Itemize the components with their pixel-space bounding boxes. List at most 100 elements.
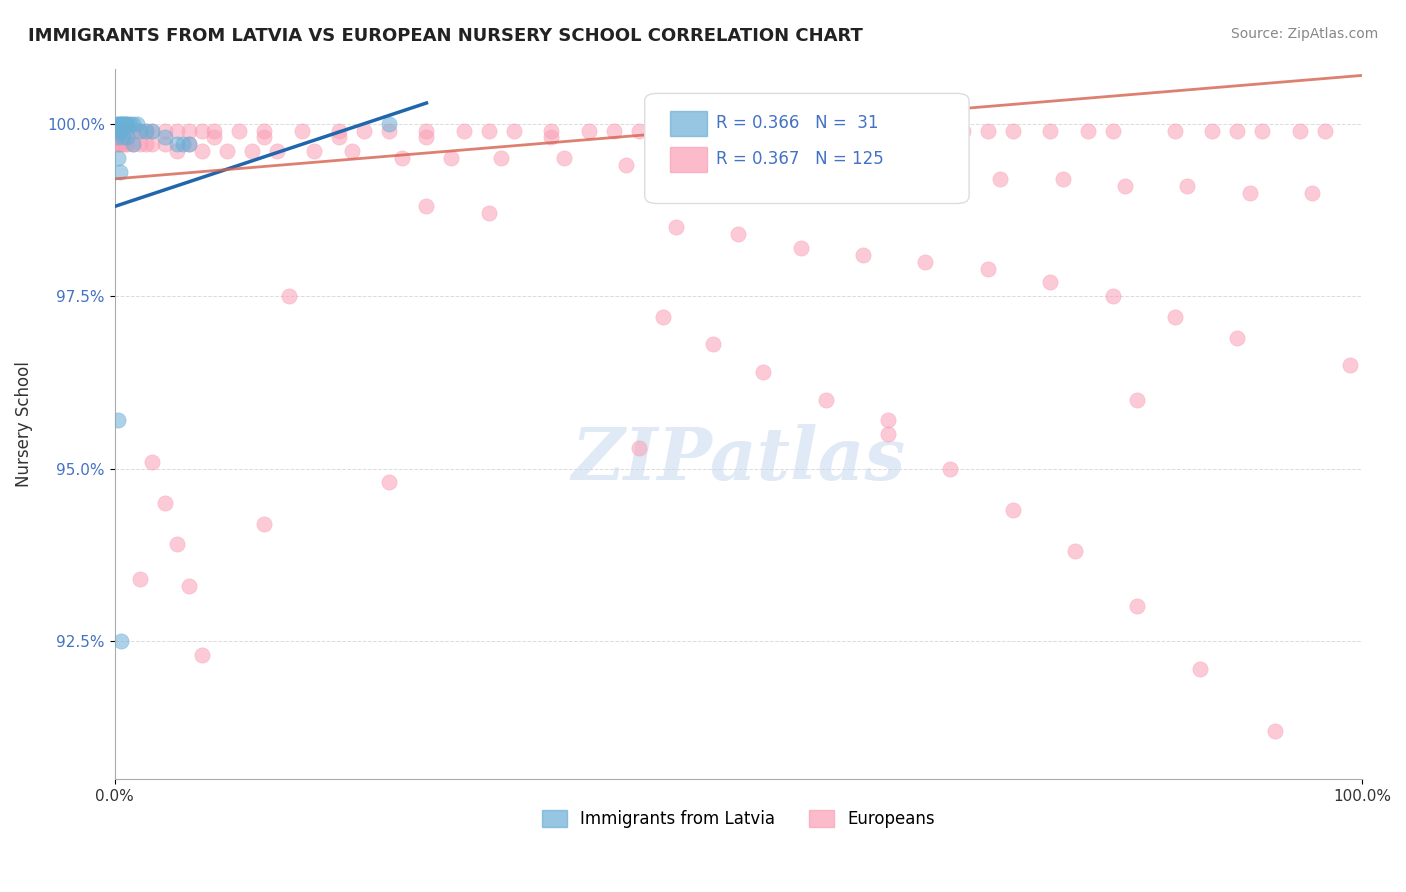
Point: [114, 137, 136, 152]
Point: [107, 413, 129, 427]
Point: [1101, 289, 1123, 303]
Point: [141, 137, 163, 152]
Point: [1164, 310, 1187, 324]
Point: [702, 337, 724, 351]
Point: [153, 137, 176, 152]
Point: [105, 137, 128, 152]
Point: [179, 579, 201, 593]
Point: [1077, 123, 1099, 137]
Point: [107, 137, 129, 152]
Point: [478, 206, 501, 220]
Point: [1226, 123, 1249, 137]
Point: [727, 227, 749, 241]
Point: [1339, 358, 1361, 372]
Point: [877, 123, 900, 137]
Point: [852, 248, 875, 262]
Point: [1188, 662, 1211, 676]
Point: [977, 123, 1000, 137]
Text: R = 0.367   N = 125: R = 0.367 N = 125: [716, 150, 883, 168]
Point: [135, 123, 157, 137]
Point: [478, 123, 501, 137]
Point: [166, 123, 188, 137]
Point: [108, 165, 131, 179]
Y-axis label: Nursery School: Nursery School: [15, 360, 32, 487]
Point: [378, 475, 401, 490]
Point: [1164, 123, 1187, 137]
Point: [202, 130, 225, 145]
Point: [328, 130, 350, 145]
Point: [105, 130, 128, 145]
Point: [266, 145, 288, 159]
FancyBboxPatch shape: [645, 94, 969, 203]
Point: [115, 137, 138, 152]
Point: [927, 165, 949, 179]
Point: [110, 117, 132, 131]
Point: [172, 137, 194, 152]
Point: [1264, 723, 1286, 738]
Point: [914, 254, 936, 268]
Point: [602, 123, 624, 137]
Point: [291, 123, 314, 137]
Text: ZIPatlas: ZIPatlas: [571, 424, 905, 495]
Point: [179, 123, 201, 137]
Point: [1288, 123, 1310, 137]
Bar: [669, 146, 707, 171]
Point: [1126, 392, 1149, 407]
Point: [122, 117, 145, 131]
Point: [166, 537, 188, 551]
Point: [191, 145, 214, 159]
Point: [378, 117, 401, 131]
Point: [789, 241, 811, 255]
Point: [253, 130, 276, 145]
Point: [112, 130, 135, 145]
Point: [122, 137, 145, 152]
Point: [115, 117, 138, 131]
Point: [107, 123, 129, 137]
Point: [253, 516, 276, 531]
Point: [939, 461, 962, 475]
Point: [110, 634, 132, 648]
Point: [122, 123, 145, 137]
Point: [652, 310, 675, 324]
Point: [727, 123, 749, 137]
Point: [1326, 792, 1348, 806]
Point: [128, 123, 150, 137]
Point: [141, 123, 163, 137]
Point: [108, 117, 131, 131]
Point: [111, 137, 134, 152]
Point: [1226, 330, 1249, 344]
Point: [1114, 178, 1136, 193]
Point: [1001, 123, 1024, 137]
Point: [702, 123, 724, 137]
Point: [278, 289, 301, 303]
Point: [440, 151, 463, 165]
Point: [108, 137, 131, 152]
Point: [378, 123, 401, 137]
Point: [153, 130, 176, 145]
Point: [153, 123, 176, 137]
Point: [877, 413, 900, 427]
Point: [877, 427, 900, 442]
Point: [665, 220, 688, 235]
Point: [852, 123, 875, 137]
Point: [553, 151, 575, 165]
Point: [302, 145, 325, 159]
Point: [179, 137, 201, 152]
Point: [166, 137, 188, 152]
Point: [540, 130, 562, 145]
Point: [914, 123, 936, 137]
Point: [1039, 123, 1062, 137]
Point: [1001, 503, 1024, 517]
Point: [491, 151, 513, 165]
Point: [578, 123, 600, 137]
Point: [353, 123, 375, 137]
Point: [228, 123, 250, 137]
Point: [1175, 178, 1198, 193]
Point: [105, 117, 128, 131]
Point: [202, 123, 225, 137]
Point: [107, 151, 129, 165]
Point: [115, 123, 138, 137]
Point: [627, 123, 650, 137]
Point: [415, 130, 437, 145]
Point: [115, 117, 138, 131]
